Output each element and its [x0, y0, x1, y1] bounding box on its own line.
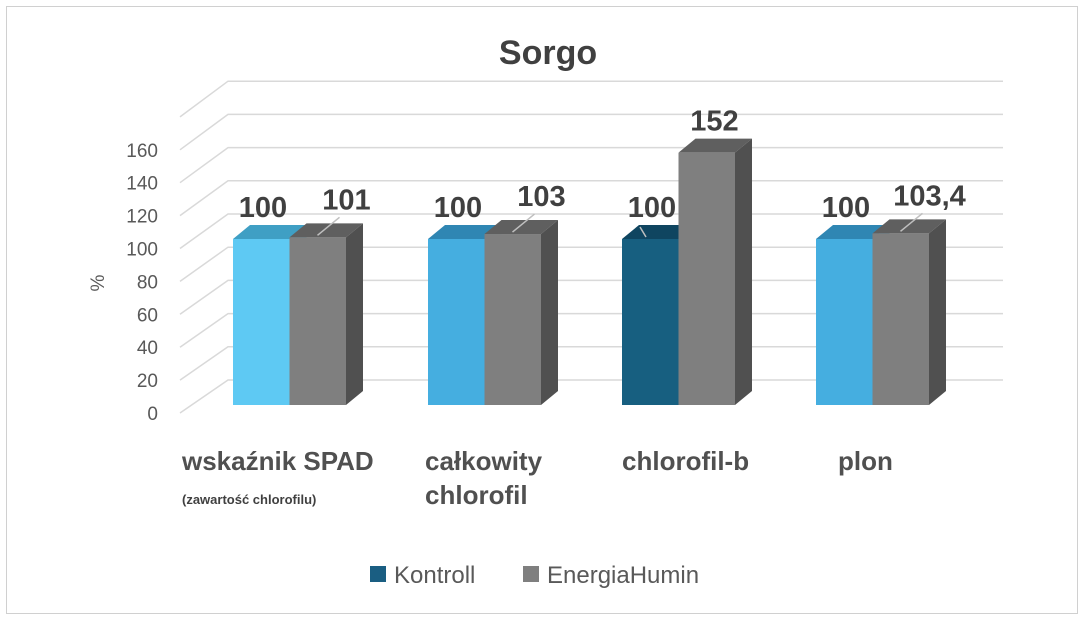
gridline	[179, 113, 1003, 151]
legend-swatch-energiahumin	[523, 566, 539, 582]
bar-front-face	[233, 239, 290, 405]
bar-side-face	[929, 219, 946, 405]
bar-top-face	[428, 225, 502, 239]
bar-front-face	[872, 233, 929, 405]
legend-label-energiahumin: EnergiaHumin	[547, 562, 699, 589]
bar-side-face	[346, 223, 363, 405]
y-tick-label: 160	[126, 141, 158, 162]
data-label-energiahumin: 101	[322, 184, 370, 216]
data-label-energiahumin: 103	[517, 181, 565, 213]
bar-side-face	[735, 138, 752, 405]
bar-top-face	[233, 225, 307, 239]
gridline	[179, 80, 1003, 118]
bar-energiahumin	[678, 138, 752, 405]
data-label-kontroll: 100	[628, 192, 676, 224]
data-label-energiahumin: 152	[690, 106, 738, 138]
bar-energiahumin	[289, 223, 363, 405]
bar-front-face	[622, 239, 679, 405]
data-label-energiahumin: 103,4	[893, 180, 966, 212]
bar-energiahumin	[872, 219, 946, 405]
bar-side-face	[541, 220, 558, 405]
chart-title: Sorgo	[499, 34, 597, 72]
y-tick-label: 40	[137, 338, 158, 359]
legend-swatch-kontroll	[370, 566, 386, 582]
data-label-kontroll: 100	[434, 192, 482, 224]
bar-front-face	[289, 237, 346, 405]
leader-line	[512, 213, 535, 233]
bar-top-face	[816, 225, 890, 239]
category-label: chlorofil	[425, 480, 528, 510]
bar-top-face	[289, 223, 363, 238]
bar-front-face	[678, 152, 735, 405]
bar-top-face	[872, 219, 946, 234]
y-tick-label: 60	[137, 305, 158, 326]
category-label: plon	[838, 446, 893, 476]
y-axis-label: %	[88, 274, 109, 291]
category-subtitle: (zawartość chlorofilu)	[182, 492, 316, 507]
category-label: chlorofil-b	[622, 446, 749, 476]
y-tick-label: 120	[126, 207, 158, 228]
y-tick-label: 0	[147, 404, 158, 425]
category-label: wskaźnik SPAD	[181, 446, 374, 476]
gridline	[179, 180, 1003, 217]
data-label-kontroll: 100	[822, 192, 870, 224]
y-tick-label: 80	[137, 272, 158, 293]
chart-frame	[6, 6, 1078, 614]
leader-line	[639, 226, 647, 238]
y-tick-label: 100	[126, 240, 158, 261]
bar-top-face	[484, 220, 558, 235]
category-label: całkowity	[425, 446, 543, 476]
gridline	[179, 146, 1003, 184]
legend-label-kontroll: Kontroll	[394, 562, 475, 589]
leader-line	[317, 216, 340, 236]
bar-front-face	[816, 239, 873, 405]
bar-front-face	[484, 234, 541, 405]
y-tick-label: 140	[126, 174, 158, 195]
y-tick-label: 20	[137, 371, 158, 392]
data-label-kontroll: 100	[239, 192, 287, 224]
bar-energiahumin	[484, 220, 558, 405]
bar-top-face	[678, 138, 752, 153]
leader-line	[900, 212, 923, 232]
bar-front-face	[428, 239, 485, 405]
